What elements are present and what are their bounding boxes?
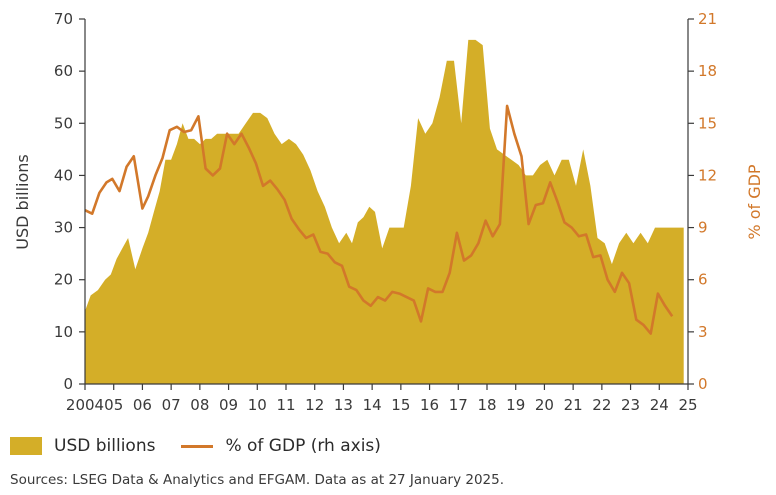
x-tick-label: 25 [678, 396, 697, 414]
x-tick-label: 17 [449, 396, 468, 414]
y-left-tick-label: 40 [54, 166, 73, 184]
y-left-tick-label: 70 [54, 10, 73, 28]
y-left-tick-label: 20 [54, 271, 73, 289]
y-right-tick-label: 9 [698, 219, 708, 237]
x-tick-label: 20 [535, 396, 554, 414]
axes: 0 10 20 30 40 50 60 70 0 3 6 9 12 15 18 21 2004 05 06 07 08 0… [54, 10, 717, 414]
x-tick-label: 22 [592, 396, 611, 414]
legend-area-label: USD billions [54, 436, 156, 456]
y-left-tick-label: 0 [63, 375, 73, 393]
x-tick-label: 06 [133, 396, 152, 414]
x-tick-label: 14 [363, 396, 382, 414]
x-tick-label: 15 [391, 396, 410, 414]
y-left-tick-label: 30 [54, 219, 73, 237]
x-tick-label: 12 [305, 396, 324, 414]
y-left-tick-label: 60 [54, 62, 73, 80]
x-tick-label: 09 [219, 396, 238, 414]
legend: USD billions % of GDP (rh axis) [10, 436, 381, 456]
y-right-tick-label: 0 [698, 375, 708, 393]
series-line-pct-gdp [84, 104, 674, 335]
x-tick-label: 16 [420, 396, 439, 414]
x-tick-label: 21 [564, 396, 583, 414]
x-tick-label: 11 [276, 396, 295, 414]
y-axis-left-title: USD billions [13, 154, 32, 249]
y-left-tick-label: 10 [54, 323, 73, 341]
y-left-tick-label: 50 [54, 114, 73, 132]
y-axis-right-title: % of GDP [745, 164, 764, 240]
x-tick-label: 19 [506, 396, 525, 414]
series-area-usd-billions [85, 39, 684, 385]
x-tick-label: 2004 [66, 396, 104, 414]
x-tick-label: 05 [104, 396, 123, 414]
y-right-tick-label: 6 [698, 271, 708, 289]
legend-line-label: % of GDP (rh axis) [225, 436, 381, 456]
x-tick-label: 08 [190, 396, 209, 414]
x-tick-label: 10 [248, 396, 267, 414]
y-right-tick-label: 18 [698, 62, 717, 80]
x-tick-label: 07 [162, 396, 181, 414]
x-tick-label: 24 [650, 396, 669, 414]
legend-line-swatch [181, 444, 214, 448]
y-right-tick-label: 3 [698, 323, 708, 341]
plot-area [84, 39, 684, 385]
x-tick-label: 23 [621, 396, 640, 414]
chart-svg: 0 10 20 30 40 50 60 70 0 3 6 9 12 15 18 21 2004 05 06 07 08 0… [13, 10, 764, 414]
y-right-tick-label: 12 [698, 166, 717, 184]
x-tick-label: 18 [477, 396, 496, 414]
y-right-tick-label: 21 [698, 10, 717, 28]
source-note: Sources: LSEG Data & Analytics and EFGAM… [10, 472, 505, 488]
y-right-tick-label: 15 [698, 114, 717, 132]
legend-area-swatch [10, 437, 42, 455]
x-tick-label: 13 [334, 396, 353, 414]
